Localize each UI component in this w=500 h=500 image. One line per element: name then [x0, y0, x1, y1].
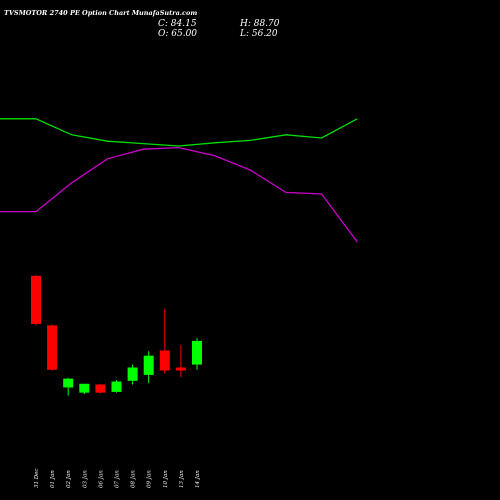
candle-body [79, 383, 90, 393]
x-tick-label: 13 Jan [179, 470, 185, 488]
indicator-line-2 [0, 146, 358, 243]
candle-body [47, 325, 58, 370]
x-tick-label: 03 Jan [82, 470, 88, 488]
x-tick-label: 08 Jan [131, 470, 137, 488]
candle-body [192, 340, 202, 365]
x-tick-label: 09 Jan [147, 470, 153, 488]
x-axis-ticks: 31 Dec 01 Jan 02 Jan 03 Jan 06 Jan 07 Jan 08 J… [34, 469, 201, 489]
chart-title: TVSMOTOR 2740 PE Option Chart MunafaSutr… [4, 9, 198, 17]
x-tick-label: 02 Jan [66, 470, 72, 488]
high-value: H: 88.70 [240, 19, 280, 29]
candle-body [111, 381, 122, 392]
candle-body [31, 275, 41, 324]
candle-body [175, 367, 186, 371]
x-tick-label: 10 Jan [163, 470, 169, 488]
x-tick-label: 01 Jan [50, 470, 56, 488]
candle-body [63, 378, 74, 388]
x-tick-label: 31 Dec [34, 469, 40, 489]
candle-body [95, 384, 106, 393]
indicator-line-1 [0, 118, 358, 147]
x-tick-label: 06 Jan [98, 470, 104, 488]
x-tick-label: 14 Jan [195, 470, 201, 488]
indicator-lines [0, 118, 358, 243]
candle-body [159, 350, 170, 371]
candles [31, 275, 202, 396]
x-tick-label: 07 Jan [115, 470, 121, 488]
low-value: L: 56.20 [240, 29, 278, 39]
close-value: C: 84.15 [158, 19, 197, 29]
open-value: O: 65.00 [158, 29, 198, 39]
candle-body [127, 367, 138, 381]
candle-body [143, 355, 154, 375]
